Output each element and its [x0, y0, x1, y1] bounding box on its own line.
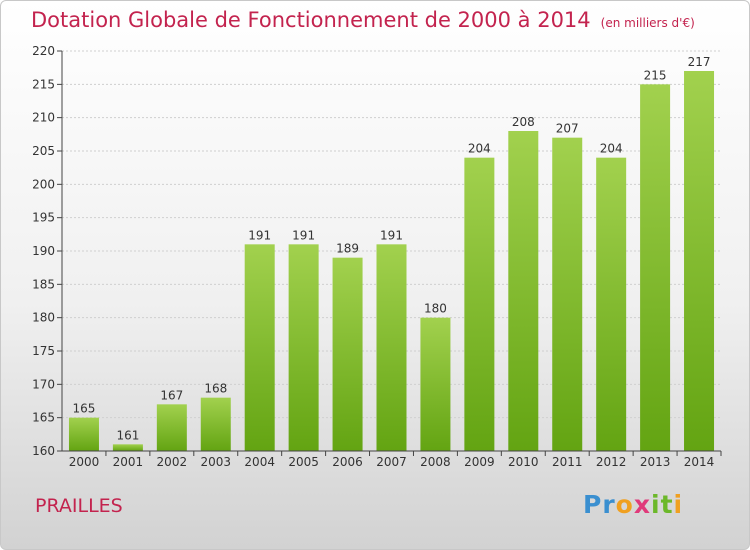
logo-letter: t: [660, 490, 674, 519]
x-tick-label-2012: 2012: [596, 455, 627, 469]
bar-2009: [464, 157, 495, 451]
bar-2011: [552, 137, 583, 451]
commune-name: PRAILLES: [35, 495, 123, 517]
x-tick-label-2009: 2009: [464, 455, 495, 469]
bars: [68, 71, 715, 451]
value-label-2012: 204: [600, 142, 623, 156]
value-label-2008: 180: [424, 302, 447, 316]
bar-2010: [508, 131, 539, 451]
value-label-2013: 215: [644, 68, 667, 82]
x-tick-label-2014: 2014: [684, 455, 715, 469]
x-tick-label-2001: 2001: [113, 455, 144, 469]
x-tick-label-2008: 2008: [420, 455, 451, 469]
y-tick-label: 170: [32, 377, 55, 391]
chart-title: Dotation Globale de Fonctionnement de 20…: [31, 8, 695, 32]
x-tick-label-2010: 2010: [508, 455, 539, 469]
y-tick-label: 210: [32, 111, 55, 125]
value-label-2007: 191: [380, 228, 403, 242]
axes: 160 165 170 175 180 185 190 195 200 205 210 215 220 2…: [32, 44, 722, 469]
logo-letter: i: [651, 490, 661, 519]
value-labels: 165 161 167 168 191 191 189 191 180 204 208 207 204 2…: [73, 55, 711, 442]
y-tick-label: 185: [32, 277, 55, 291]
y-tick-label: 215: [32, 77, 55, 91]
x-tick-label-2005: 2005: [288, 455, 319, 469]
logo-letter: P: [583, 490, 603, 519]
x-tick-label-2000: 2000: [69, 455, 100, 469]
bar-2006: [332, 257, 363, 451]
value-label-2009: 204: [468, 142, 491, 156]
bar-2001: [112, 444, 143, 451]
y-tick-label: 180: [32, 311, 55, 325]
x-tick-label-2013: 2013: [640, 455, 671, 469]
bar-2012: [596, 157, 627, 451]
bar-2007: [376, 244, 407, 451]
value-label-2000: 165: [73, 402, 96, 416]
bar-2000: [68, 417, 99, 451]
logo-letter: x: [633, 490, 651, 519]
value-label-2001: 161: [116, 428, 139, 442]
x-tick-label-2002: 2002: [157, 455, 188, 469]
chart-unit: (en milliers d'€): [600, 16, 695, 30]
bar-2008: [420, 317, 451, 451]
value-label-2004: 191: [248, 228, 271, 242]
y-tick-label: 190: [32, 244, 55, 258]
x-tick-label-2004: 2004: [244, 455, 275, 469]
y-tick-label: 195: [32, 211, 55, 225]
y-tick-label: 205: [32, 144, 55, 158]
value-label-2014: 217: [688, 55, 711, 69]
logo-letter: r: [602, 490, 616, 519]
value-label-2005: 191: [292, 228, 315, 242]
value-label-2011: 207: [556, 122, 579, 136]
bar-2014: [684, 71, 715, 451]
value-label-2002: 167: [160, 388, 183, 402]
value-label-2006: 189: [336, 242, 359, 256]
value-label-2010: 208: [512, 115, 535, 129]
y-tick-label: 175: [32, 344, 55, 358]
bar-2004: [244, 244, 275, 451]
y-tick-label: 220: [32, 44, 55, 58]
logo-letter: o: [615, 490, 634, 519]
y-tick-label: 200: [32, 177, 55, 191]
y-tick-label: 160: [32, 444, 55, 458]
bar-2013: [640, 84, 671, 451]
y-tick-label: 165: [32, 411, 55, 425]
proxiti-logo: Proxiti: [583, 490, 683, 519]
bar-2003: [200, 397, 231, 451]
x-tick-label-2011: 2011: [552, 455, 583, 469]
x-tick-label-2007: 2007: [376, 455, 407, 469]
x-tick-label-2003: 2003: [200, 455, 231, 469]
logo-letter: i: [673, 490, 684, 519]
x-tick-label-2006: 2006: [332, 455, 363, 469]
bar-2002: [156, 404, 187, 451]
value-label-2003: 168: [204, 382, 227, 396]
bar-2005: [288, 244, 319, 451]
chart-title-text: Dotation Globale de Fonctionnement de 20…: [31, 8, 591, 32]
